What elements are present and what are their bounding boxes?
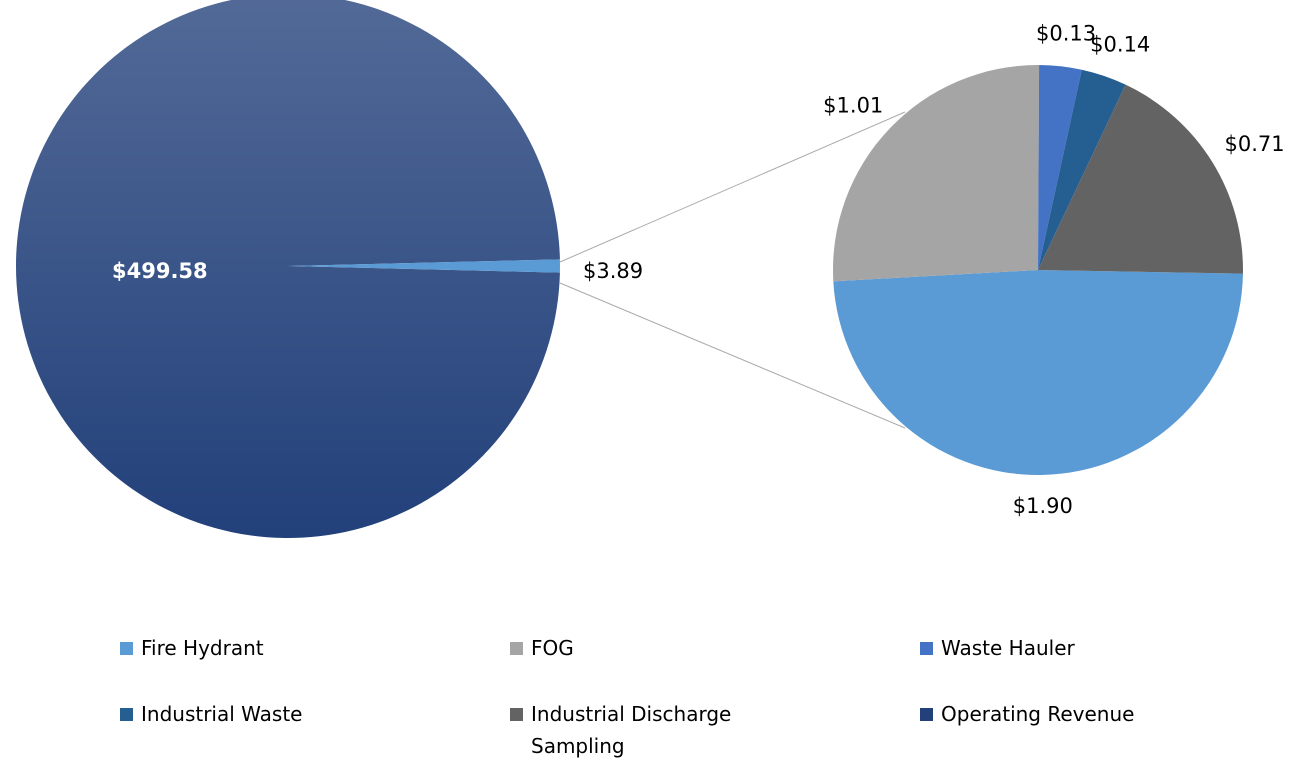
legend-swatch bbox=[920, 708, 933, 721]
legend-item: Operating Revenue bbox=[920, 698, 1250, 762]
connector-line bbox=[559, 282, 906, 429]
data-label: $3.89 bbox=[583, 259, 643, 283]
legend-label: Waste Hauler bbox=[941, 636, 1075, 660]
connector-line bbox=[559, 111, 906, 263]
legend-swatch bbox=[120, 642, 133, 655]
legend-swatch bbox=[510, 642, 523, 655]
pie-slice bbox=[1038, 84, 1243, 274]
data-label: $0.14 bbox=[1090, 33, 1150, 57]
legend-swatch bbox=[510, 708, 523, 721]
legend-label: FOG bbox=[531, 636, 574, 660]
legend-item: Industrial Waste bbox=[120, 698, 510, 762]
data-label: $1.01 bbox=[823, 94, 883, 118]
legend-label: Industrial Discharge Sampling bbox=[531, 702, 732, 758]
legend-item: Industrial Discharge Sampling bbox=[510, 698, 920, 762]
pie-slice bbox=[1038, 65, 1082, 270]
data-label: $1.90 bbox=[1013, 494, 1073, 518]
legend-label: Operating Revenue bbox=[941, 702, 1135, 726]
legend-item: FOG bbox=[510, 632, 920, 664]
legend-item: Waste Hauler bbox=[920, 632, 1250, 664]
legend-swatch bbox=[920, 642, 933, 655]
legend-item: Fire Hydrant bbox=[120, 632, 510, 664]
pie-slice bbox=[1038, 69, 1126, 270]
pie-slice bbox=[833, 270, 1243, 475]
legend-label: Fire Hydrant bbox=[141, 636, 264, 660]
legend-label: Industrial Waste bbox=[141, 702, 303, 726]
pie-slice bbox=[833, 65, 1040, 282]
pie-area: $499.58 $3.89 $1.90 $1.01 $0.13$0.14 $0.71 bbox=[16, 0, 1285, 538]
legend-swatch bbox=[120, 708, 133, 721]
data-label: $0.13 bbox=[1036, 21, 1096, 45]
data-label: $499.58 bbox=[112, 259, 208, 283]
legend: Fire Hydrant FOG Waste Hauler Industrial Wa… bbox=[120, 632, 1270, 762]
pie-slice bbox=[288, 259, 560, 273]
data-label: $0.71 bbox=[1225, 132, 1285, 156]
slice-shade bbox=[16, 0, 560, 538]
